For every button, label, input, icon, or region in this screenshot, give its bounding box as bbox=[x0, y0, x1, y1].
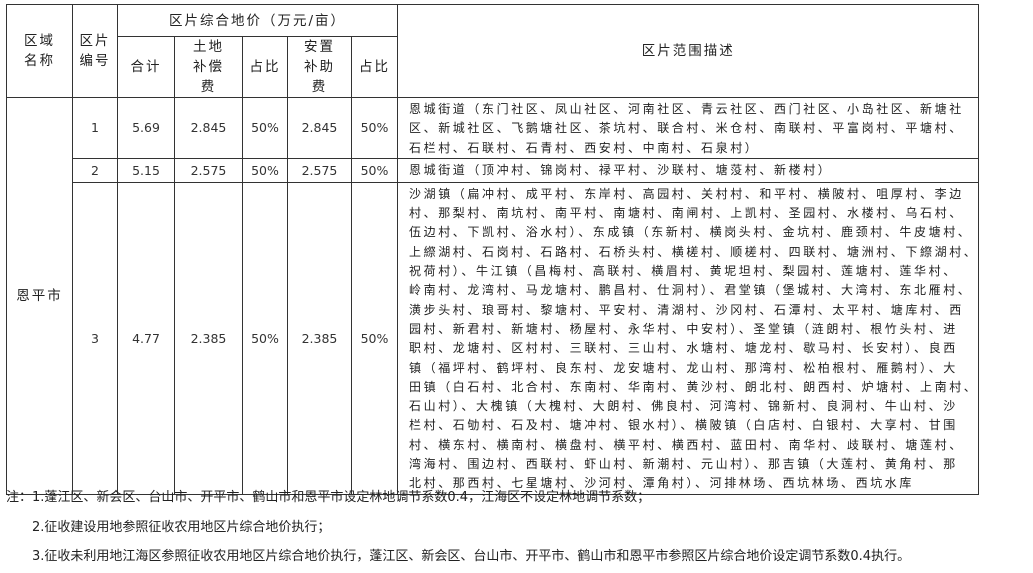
scope-line: 上縩湖村、石岗村、石路村、石桥头村、横槎村、顺槎村、四联村、塘洲村、下縩湖村、 bbox=[409, 244, 979, 259]
scope-line: 恩城街道（顶冲村、锦岗村、禄平村、沙联村、塘莈村、新楼村） bbox=[409, 162, 833, 177]
note-3: 3.征收未利用地江海区参照征收农用地区片综合地价执行，蓬江区、新会区、台山市、开… bbox=[32, 549, 911, 564]
zone-no-cell: 2 bbox=[72, 157, 118, 183]
ratio-1-cell: 50% bbox=[242, 157, 288, 183]
ratio-2-cell: 50% bbox=[351, 97, 398, 159]
ratio-2-cell: 50% bbox=[351, 181, 398, 495]
ratio-2-cell: 50% bbox=[351, 157, 398, 183]
scope-line: 职村、龙塘村、区村村、三联村、三山村、水塘村、塘龙村、歇马村、长安村）、良西 bbox=[409, 341, 958, 356]
scope-line: 伍边村、下凯村、浴水村）、东成镇（东新村、横岗头村、金坑村、鹿颈村、牛皮塘村、 bbox=[409, 225, 973, 240]
scope-line: 栏村、石劬村、石及村、塘冲村、银水村）、横陂镇（白店村、白银村、大享村、甘围 bbox=[409, 418, 958, 433]
scope-line: 沙湖镇（扁冲村、成平村、东岸村、高园村、关村村、和平村、横陂村、咀厚村、李边 bbox=[409, 186, 964, 201]
header-ratio-2: 占比 bbox=[351, 36, 398, 98]
header-price-group: 区片综合地价（万元/亩） bbox=[117, 4, 398, 37]
resettle-cell: 2.575 bbox=[287, 157, 352, 183]
header-scope: 区片范围描述 bbox=[396, 4, 980, 98]
header-resettle: 安置补助费 bbox=[287, 36, 352, 98]
resettle-cell: 2.845 bbox=[287, 97, 352, 159]
scope-line: 北村、那西村、七星塘村、沙河村、潭角村）、河排林场、西坑林场、西坑水库 bbox=[409, 476, 915, 491]
total-cell: 5.15 bbox=[117, 157, 175, 183]
resettle-cell: 2.385 bbox=[287, 181, 352, 495]
zone-no-cell: 1 bbox=[72, 97, 118, 159]
table-row: 恩平市 1 5.69 2.845 50% 2.845 50% 恩城街道（东门社区、凤山社区、河… bbox=[6, 97, 980, 495]
scope-line: 潢步头村、琅哥村、黎塘村、平安村、清湖村、沙冈村、石潭村、太平村、塘库村、西 bbox=[409, 302, 964, 317]
scope-line: 石栏村、石联村、石青村、西安村、中南村、石泉村） bbox=[409, 140, 760, 155]
scope-line: 村、横东村、横南村、横盘村、横平村、横西村、蓝田村、南华村、歧联村、塘莲村、 bbox=[409, 437, 964, 452]
zone-no-cell: 3 bbox=[72, 181, 118, 495]
table-row: 2 5.15 2.575 50% 2.575 50% 恩城街道（顶冲村、锦岗村、禄平村、沙联… bbox=[7, 157, 980, 183]
total-cell: 4.77 bbox=[117, 181, 175, 495]
region-cell: 恩平市 bbox=[6, 97, 73, 495]
table-row: 3 4.77 2.385 50% 2.385 50% 沙湖镇（扁冲村、成平村、东岸村、高园村… bbox=[7, 181, 980, 495]
scope-line: 镇（福坪村、鹤坪村、良东村、龙安塘村、龙山村、那湾村、松柏根村、雁鹅村）、大 bbox=[409, 360, 958, 375]
header-land-comp: 土地补偿费 bbox=[174, 36, 243, 98]
scope-cell: 恩城街道（东门社区、凤山社区、河南社区、青云社区、西门社区、小岛社区、新塘社 区、… bbox=[396, 97, 980, 159]
header-region-name: 区域名称 bbox=[6, 4, 73, 98]
scope-line: 田镇（白石村、北合村、东南村、华南村、黄沙村、朗北村、朗西村、炉塘村、上南村、 bbox=[409, 379, 979, 394]
total-cell: 5.69 bbox=[117, 97, 175, 159]
header-ratio-1: 占比 bbox=[242, 36, 288, 98]
scope-line: 村、那梨村、南坑村、南平村、南塘村、南闸村、上凯村、圣园村、水楼村、乌石村、 bbox=[409, 206, 964, 221]
scope-line: 恩城街道（东门社区、凤山社区、河南社区、青云社区、西门社区、小岛社区、新塘社 bbox=[409, 102, 964, 116]
scope-line: 区、新城社区、飞鹅塘社区、茶坑村、联合村、米仓村、南联村、平富岗村、平塘村、 bbox=[409, 121, 964, 136]
scope-line: 园村、新君村、新塘村、杨屋村、永华村、中安村）、圣堂镇（涟朗村、根竹头村、进 bbox=[409, 321, 958, 336]
scope-line: 岭南村、龙湾村、马龙塘村、鹏昌村、仕洞村）、君堂镇（堡城村、大湾村、东北雁村、 bbox=[409, 283, 973, 298]
land-comp-cell: 2.385 bbox=[174, 181, 243, 495]
scope-cell: 恩城街道（顶冲村、锦岗村、禄平村、沙联村、塘莈村、新楼村） bbox=[396, 157, 980, 183]
scope-line: 湾海村、围边村、西联村、虾山村、新潮村、元山村）、那吉镇（大莲村、黄角村、那 bbox=[409, 457, 958, 472]
land-comp-cell: 2.575 bbox=[174, 157, 243, 183]
header-zone-no: 区片编号 bbox=[72, 4, 118, 98]
land-comp-cell: 2.845 bbox=[174, 97, 243, 159]
note-1: 注：1.蓬江区、新会区、台山市、开平市、鹤山市和恩平市设定林地调节系数0.4，江… bbox=[6, 490, 651, 505]
note-2: 2.征收建设用地参照征收农用地区片综合地价执行； bbox=[32, 520, 331, 535]
header-total: 合计 bbox=[117, 36, 175, 98]
ratio-1-cell: 50% bbox=[242, 97, 288, 159]
scope-line: 石山村）、大槐镇（大槐村、大朗村、佛良村、河湾村、锦新村、良洞村、牛山村、沙 bbox=[409, 399, 958, 414]
scope-line: 祝荷村）、牛江镇（昌梅村、高联村、横眉村、黄坭坦村、梨园村、莲塘村、莲华村、 bbox=[409, 264, 958, 279]
ratio-1-cell: 50% bbox=[242, 181, 288, 495]
scope-cell: 沙湖镇（扁冲村、成平村、东岸村、高园村、关村村、和平村、横陂村、咀厚村、李边 村、… bbox=[396, 181, 980, 495]
land-price-table: 区域名称 区片编号 区片综合地价（万元/亩） 区片范围描述 合计 土地补偿费 占… bbox=[6, 4, 980, 495]
